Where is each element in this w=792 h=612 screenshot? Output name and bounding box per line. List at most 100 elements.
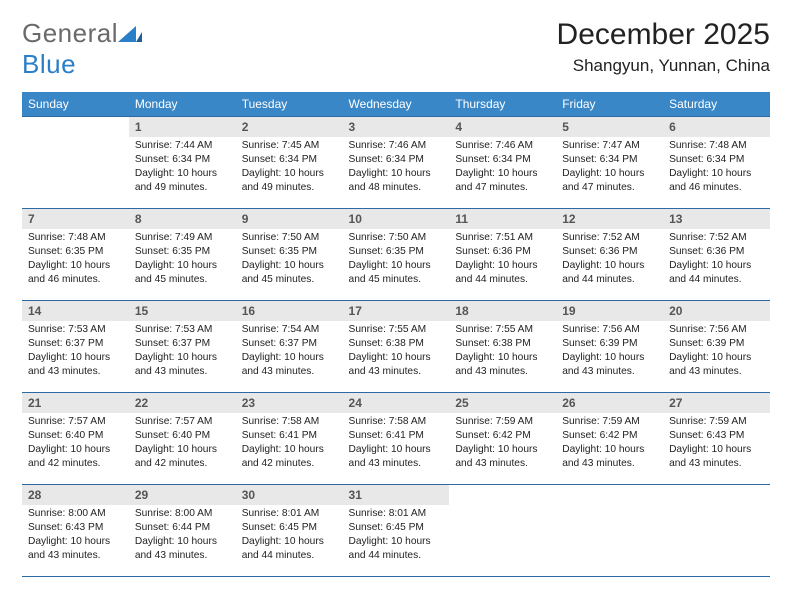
logo-word-1: General [22,18,118,48]
day-number: 17 [343,301,450,321]
header: General Blue December 2025 Shangyun, Yun… [22,18,770,80]
day-number: 22 [129,393,236,413]
daylight-line: Daylight: 10 hours and 45 minutes. [135,259,230,287]
sunset-line: Sunset: 6:45 PM [242,521,337,535]
sunrise-line: Sunrise: 8:00 AM [28,507,123,521]
daylight-line: Daylight: 10 hours and 49 minutes. [242,167,337,195]
page-title: December 2025 [557,18,770,52]
day-number: 7 [22,209,129,229]
day-number: 6 [663,117,770,137]
sunrise-line: Sunrise: 7:44 AM [135,139,230,153]
daylight-line: Daylight: 10 hours and 43 minutes. [562,351,657,379]
calendar-cell: 24Sunrise: 7:58 AMSunset: 6:41 PMDayligh… [343,393,450,485]
calendar-cell: 26Sunrise: 7:59 AMSunset: 6:42 PMDayligh… [556,393,663,485]
calendar-cell: 27Sunrise: 7:59 AMSunset: 6:43 PMDayligh… [663,393,770,485]
sunrise-line: Sunrise: 7:57 AM [28,415,123,429]
day-number: 19 [556,301,663,321]
day-number: 24 [343,393,450,413]
sunrise-line: Sunrise: 8:00 AM [135,507,230,521]
calendar-cell: 16Sunrise: 7:54 AMSunset: 6:37 PMDayligh… [236,301,343,393]
sunset-line: Sunset: 6:34 PM [455,153,550,167]
sunrise-line: Sunrise: 7:48 AM [28,231,123,245]
logo: General Blue [22,18,142,80]
day-number: 18 [449,301,556,321]
day-details: Sunrise: 7:46 AMSunset: 6:34 PMDaylight:… [343,137,450,198]
logo-triangle-icon [118,18,142,49]
calendar-cell: 18 Sunrise: 7:55 AMSunset: 6:38 PMDayligh… [449,301,556,393]
daylight-line: Daylight: 10 hours and 43 minutes. [455,443,550,471]
sunrise-line: Sunrise: 7:48 AM [669,139,764,153]
day-number: 21 [22,393,129,413]
day-number: 31 [343,485,450,505]
day-number: 3 [343,117,450,137]
sunrise-line: Sunrise: 7:54 AM [242,323,337,337]
day-number: 11 [449,209,556,229]
sunset-line: Sunset: 6:43 PM [28,521,123,535]
calendar-week-row: 28Sunrise: 8:00 AMSunset: 6:43 PMDayligh… [22,485,770,577]
day-number: 4 [449,117,556,137]
calendar-cell: 21Sunrise: 7:57 AMSunset: 6:40 PMDayligh… [22,393,129,485]
calendar-week-row: 14Sunrise: 7:53 AMSunset: 6:37 PMDayligh… [22,301,770,393]
sunrise-line: Sunrise: 7:55 AM [455,323,550,337]
sunrise-line: Sunrise: 7:56 AM [669,323,764,337]
sunset-line: Sunset: 6:38 PM [455,337,550,351]
day-number: 20 [663,301,770,321]
sunset-line: Sunset: 6:38 PM [349,337,444,351]
daylight-line: Daylight: 10 hours and 43 minutes. [242,351,337,379]
sunset-line: Sunset: 6:37 PM [135,337,230,351]
calendar-cell [449,485,556,577]
day-number: 9 [236,209,343,229]
sunrise-line: Sunrise: 7:49 AM [135,231,230,245]
daylight-line: Daylight: 10 hours and 43 minutes. [349,351,444,379]
daylight-line: Daylight: 10 hours and 49 minutes. [135,167,230,195]
day-details: Sunrise: 7:50 AMSunset: 6:35 PMDaylight:… [236,229,343,290]
day-number: 30 [236,485,343,505]
day-details: Sunrise: 7:59 AMSunset: 6:43 PMDaylight:… [663,413,770,474]
day-details: Sunrise: 8:01 AMSunset: 6:45 PMDaylight:… [343,505,450,566]
daylight-line: Daylight: 10 hours and 43 minutes. [669,443,764,471]
calendar-cell: 8 Sunrise: 7:49 AMSunset: 6:35 PMDaylight… [129,209,236,301]
sunrise-line: Sunrise: 7:58 AM [242,415,337,429]
day-details: Sunrise: 7:45 AMSunset: 6:34 PMDaylight:… [236,137,343,198]
daylight-line: Daylight: 10 hours and 47 minutes. [455,167,550,195]
day-number: 28 [22,485,129,505]
daylight-line: Daylight: 10 hours and 43 minutes. [28,351,123,379]
calendar-header-row: SundayMondayTuesdayWednesdayThursdayFrid… [22,92,770,117]
daylight-line: Daylight: 10 hours and 45 minutes. [242,259,337,287]
sunrise-line: Sunrise: 7:52 AM [669,231,764,245]
day-number: 8 [129,209,236,229]
sunset-line: Sunset: 6:41 PM [349,429,444,443]
daylight-line: Daylight: 10 hours and 43 minutes. [455,351,550,379]
calendar-week-row: 1Sunrise: 7:44 AMSunset: 6:34 PMDaylight… [22,117,770,209]
weekday-header: Wednesday [343,92,450,117]
sunrise-line: Sunrise: 7:51 AM [455,231,550,245]
day-details: Sunrise: 7:51 AMSunset: 6:36 PMDaylight:… [449,229,556,290]
daylight-line: Daylight: 10 hours and 43 minutes. [135,351,230,379]
day-number: 25 [449,393,556,413]
sunrise-line: Sunrise: 7:59 AM [562,415,657,429]
weekday-header: Monday [129,92,236,117]
daylight-line: Daylight: 10 hours and 44 minutes. [562,259,657,287]
day-number: 26 [556,393,663,413]
day-number: 1 [129,117,236,137]
sunset-line: Sunset: 6:45 PM [349,521,444,535]
day-details: Sunrise: 7:56 AMSunset: 6:39 PMDaylight:… [556,321,663,382]
sunset-line: Sunset: 6:44 PM [135,521,230,535]
weekday-header: Tuesday [236,92,343,117]
day-details: Sunrise: 7:46 AMSunset: 6:34 PMDaylight:… [449,137,556,198]
sunset-line: Sunset: 6:34 PM [242,153,337,167]
title-block: December 2025 Shangyun, Yunnan, China [557,18,770,76]
sunrise-line: Sunrise: 7:46 AM [455,139,550,153]
daylight-line: Daylight: 10 hours and 44 minutes. [242,535,337,563]
calendar-cell [663,485,770,577]
sunrise-line: Sunrise: 7:55 AM [349,323,444,337]
day-number: 16 [236,301,343,321]
sunset-line: Sunset: 6:35 PM [135,245,230,259]
sunset-line: Sunset: 6:42 PM [562,429,657,443]
sunset-line: Sunset: 6:36 PM [455,245,550,259]
day-details: Sunrise: 7:59 AMSunset: 6:42 PMDaylight:… [556,413,663,474]
sunrise-line: Sunrise: 7:50 AM [242,231,337,245]
daylight-line: Daylight: 10 hours and 47 minutes. [562,167,657,195]
sunrise-line: Sunrise: 7:53 AM [135,323,230,337]
day-details: Sunrise: 7:54 AMSunset: 6:37 PMDaylight:… [236,321,343,382]
